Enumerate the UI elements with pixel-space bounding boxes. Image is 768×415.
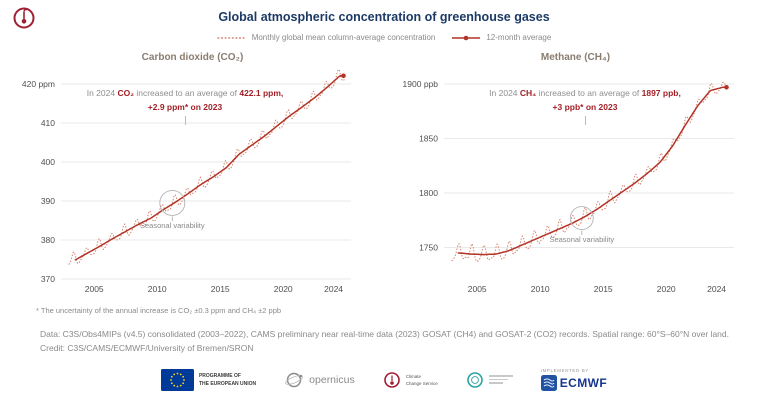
eu-programme-label: PROGRAMME OF THE EUROPEAN UNION xyxy=(198,372,257,387)
ecmwf-flag-icon xyxy=(540,375,557,392)
charts-row: Carbon dioxide (CO₂) 370 380 390 400 410 420 … xyxy=(0,50,768,302)
co2-annotation: In 2024 CO₂ increased to an average of 4… xyxy=(60,86,310,126)
x-tick-label: 2024 xyxy=(324,284,343,294)
x-tick-label: 2015 xyxy=(211,284,230,294)
series-end-dot xyxy=(724,85,729,90)
ch4-annotation-line2: +3 ppb* on 2023 xyxy=(552,102,618,113)
annotation-mid: increased to an average of xyxy=(536,88,642,98)
x-tick-label: 2020 xyxy=(657,284,676,294)
annotation-value: 1897 ppb, xyxy=(641,88,681,98)
uncertainty-footnote: * The uncertainty of the annual increase… xyxy=(36,306,282,315)
c3s-label: Climate Change Service xyxy=(405,373,438,386)
co2-chart-canvas: 370 380 390 400 410 420 ppm 2005 2010 2015 2020 20… xyxy=(22,68,351,294)
co2-chart-title: Carbon dioxide (CO₂) xyxy=(141,52,244,63)
series-end-dot xyxy=(341,73,346,79)
seasonal-variability-label: Seasonal variability xyxy=(549,235,614,244)
implemented-by-label: IMPLEMENTED BY xyxy=(540,368,589,374)
y-tick-label: 1750 xyxy=(419,243,438,253)
copernicus-label: opernicus xyxy=(309,373,355,386)
annotation-leader-line xyxy=(584,116,586,126)
service-label-placeholder xyxy=(488,375,513,384)
annotation-mid: increased to an average of xyxy=(133,88,240,98)
ecmwf-label: ECMWF xyxy=(559,376,608,391)
climate-change-service-logo: Climate Change Service xyxy=(383,371,438,389)
co2-annotation-line2: +2.9 ppm* on 2023 xyxy=(147,102,223,113)
source-block: Data: C3S/Obs4MIPs (v4.5) consolidated (… xyxy=(40,328,768,355)
footer-logos: PROGRAMME OF THE EUROPEAN UNION opernicu… xyxy=(0,368,768,392)
co2-annotation-line1: In 2024 CO₂ increased to an average of 4… xyxy=(60,86,310,100)
monthly-series-line xyxy=(68,68,345,265)
service-icon xyxy=(466,371,483,388)
seasonal-variability-circle xyxy=(569,206,594,231)
copernicus-logo: opernicus xyxy=(284,370,355,390)
y-tick-label: 390 xyxy=(41,196,55,206)
c3s-small-icon xyxy=(383,371,400,388)
c3s-logo-icon xyxy=(13,7,35,29)
ch4-annotation: In 2024 CH₄ increased to an average of 1… xyxy=(460,86,710,126)
seasonal-variability-label: Seasonal variability xyxy=(140,221,205,230)
x-tick-label: 2015 xyxy=(594,284,613,294)
average-series-line xyxy=(74,75,344,261)
annotation-gas: CO₂ xyxy=(117,88,134,98)
y-tick-label: 410 xyxy=(41,118,55,128)
annotation-prefix: In 2024 xyxy=(489,88,520,98)
legend-label-monthly: Monthly global mean column-average conce… xyxy=(251,33,436,42)
annotation-gas: CH₄ xyxy=(519,88,537,98)
ch4-chart: Methane (CH₄) 1750 1800 1850 1900 ppb 2005 20… xyxy=(388,50,763,302)
x-tick-label: 2010 xyxy=(531,284,550,294)
copernicus-icon xyxy=(285,372,303,387)
y-tick-label: 1900 ppb xyxy=(403,79,439,89)
y-tick-label: 380 xyxy=(41,235,55,245)
y-tick-label: 1850 xyxy=(419,134,438,144)
x-tick-label: 2020 xyxy=(274,284,293,294)
annotation-prefix: In 2024 xyxy=(86,88,118,98)
y-tick-label: 420 ppm xyxy=(22,79,55,89)
service-logo xyxy=(466,371,513,389)
page-title: Global atmospheric concentration of gree… xyxy=(218,10,550,24)
data-source-line: Data: C3S/Obs4MIPs (v4.5) consolidated (… xyxy=(40,329,729,339)
credit-line: Credit: C3S/CAMS/ECMWF/University of Bre… xyxy=(40,342,254,353)
y-tick-label: 1800 xyxy=(419,188,438,198)
eu-programme-logo: PROGRAMME OF THE EUROPEAN UNION xyxy=(160,368,257,391)
y-tick-label: 400 xyxy=(41,157,55,167)
y-tick-label: 370 xyxy=(41,274,55,284)
ch4-chart-canvas: 1750 1800 1850 1900 ppb 2005 2010 2015 2020 2024… xyxy=(403,79,734,294)
header: Global atmospheric concentration of gree… xyxy=(0,0,768,29)
x-tick-label: 2005 xyxy=(468,284,487,294)
x-tick-label: 2010 xyxy=(148,284,167,294)
x-tick-label: 2024 xyxy=(707,284,726,294)
x-tick-label: 2005 xyxy=(85,284,104,294)
c3s-site-logo xyxy=(12,6,36,30)
seasonal-variability-circle xyxy=(159,189,186,216)
legend-label-average: 12-month average xyxy=(486,33,552,42)
eu-flag-icon xyxy=(160,368,194,391)
annotation-value: 422.1 ppm, xyxy=(239,88,284,98)
ecmwf-block: IMPLEMENTED BY ECMWF xyxy=(540,368,608,392)
ch4-chart-title: Methane (CH₄) xyxy=(540,52,611,63)
monthly-series-line xyxy=(451,81,728,263)
solid-line-dot-sample-icon xyxy=(452,35,481,40)
chart-legend: Monthly global mean column-average conce… xyxy=(0,33,768,42)
ch4-annotation-line1: In 2024 CH₄ increased to an average of 1… xyxy=(460,86,710,100)
dotted-line-sample-icon xyxy=(216,36,247,39)
co2-chart: Carbon dioxide (CO₂) 370 380 390 400 410 420 … xyxy=(5,50,380,302)
legend-item-average: 12-month average xyxy=(451,33,551,42)
annotation-leader-line xyxy=(184,116,186,126)
legend-item-monthly: Monthly global mean column-average conce… xyxy=(216,33,436,42)
